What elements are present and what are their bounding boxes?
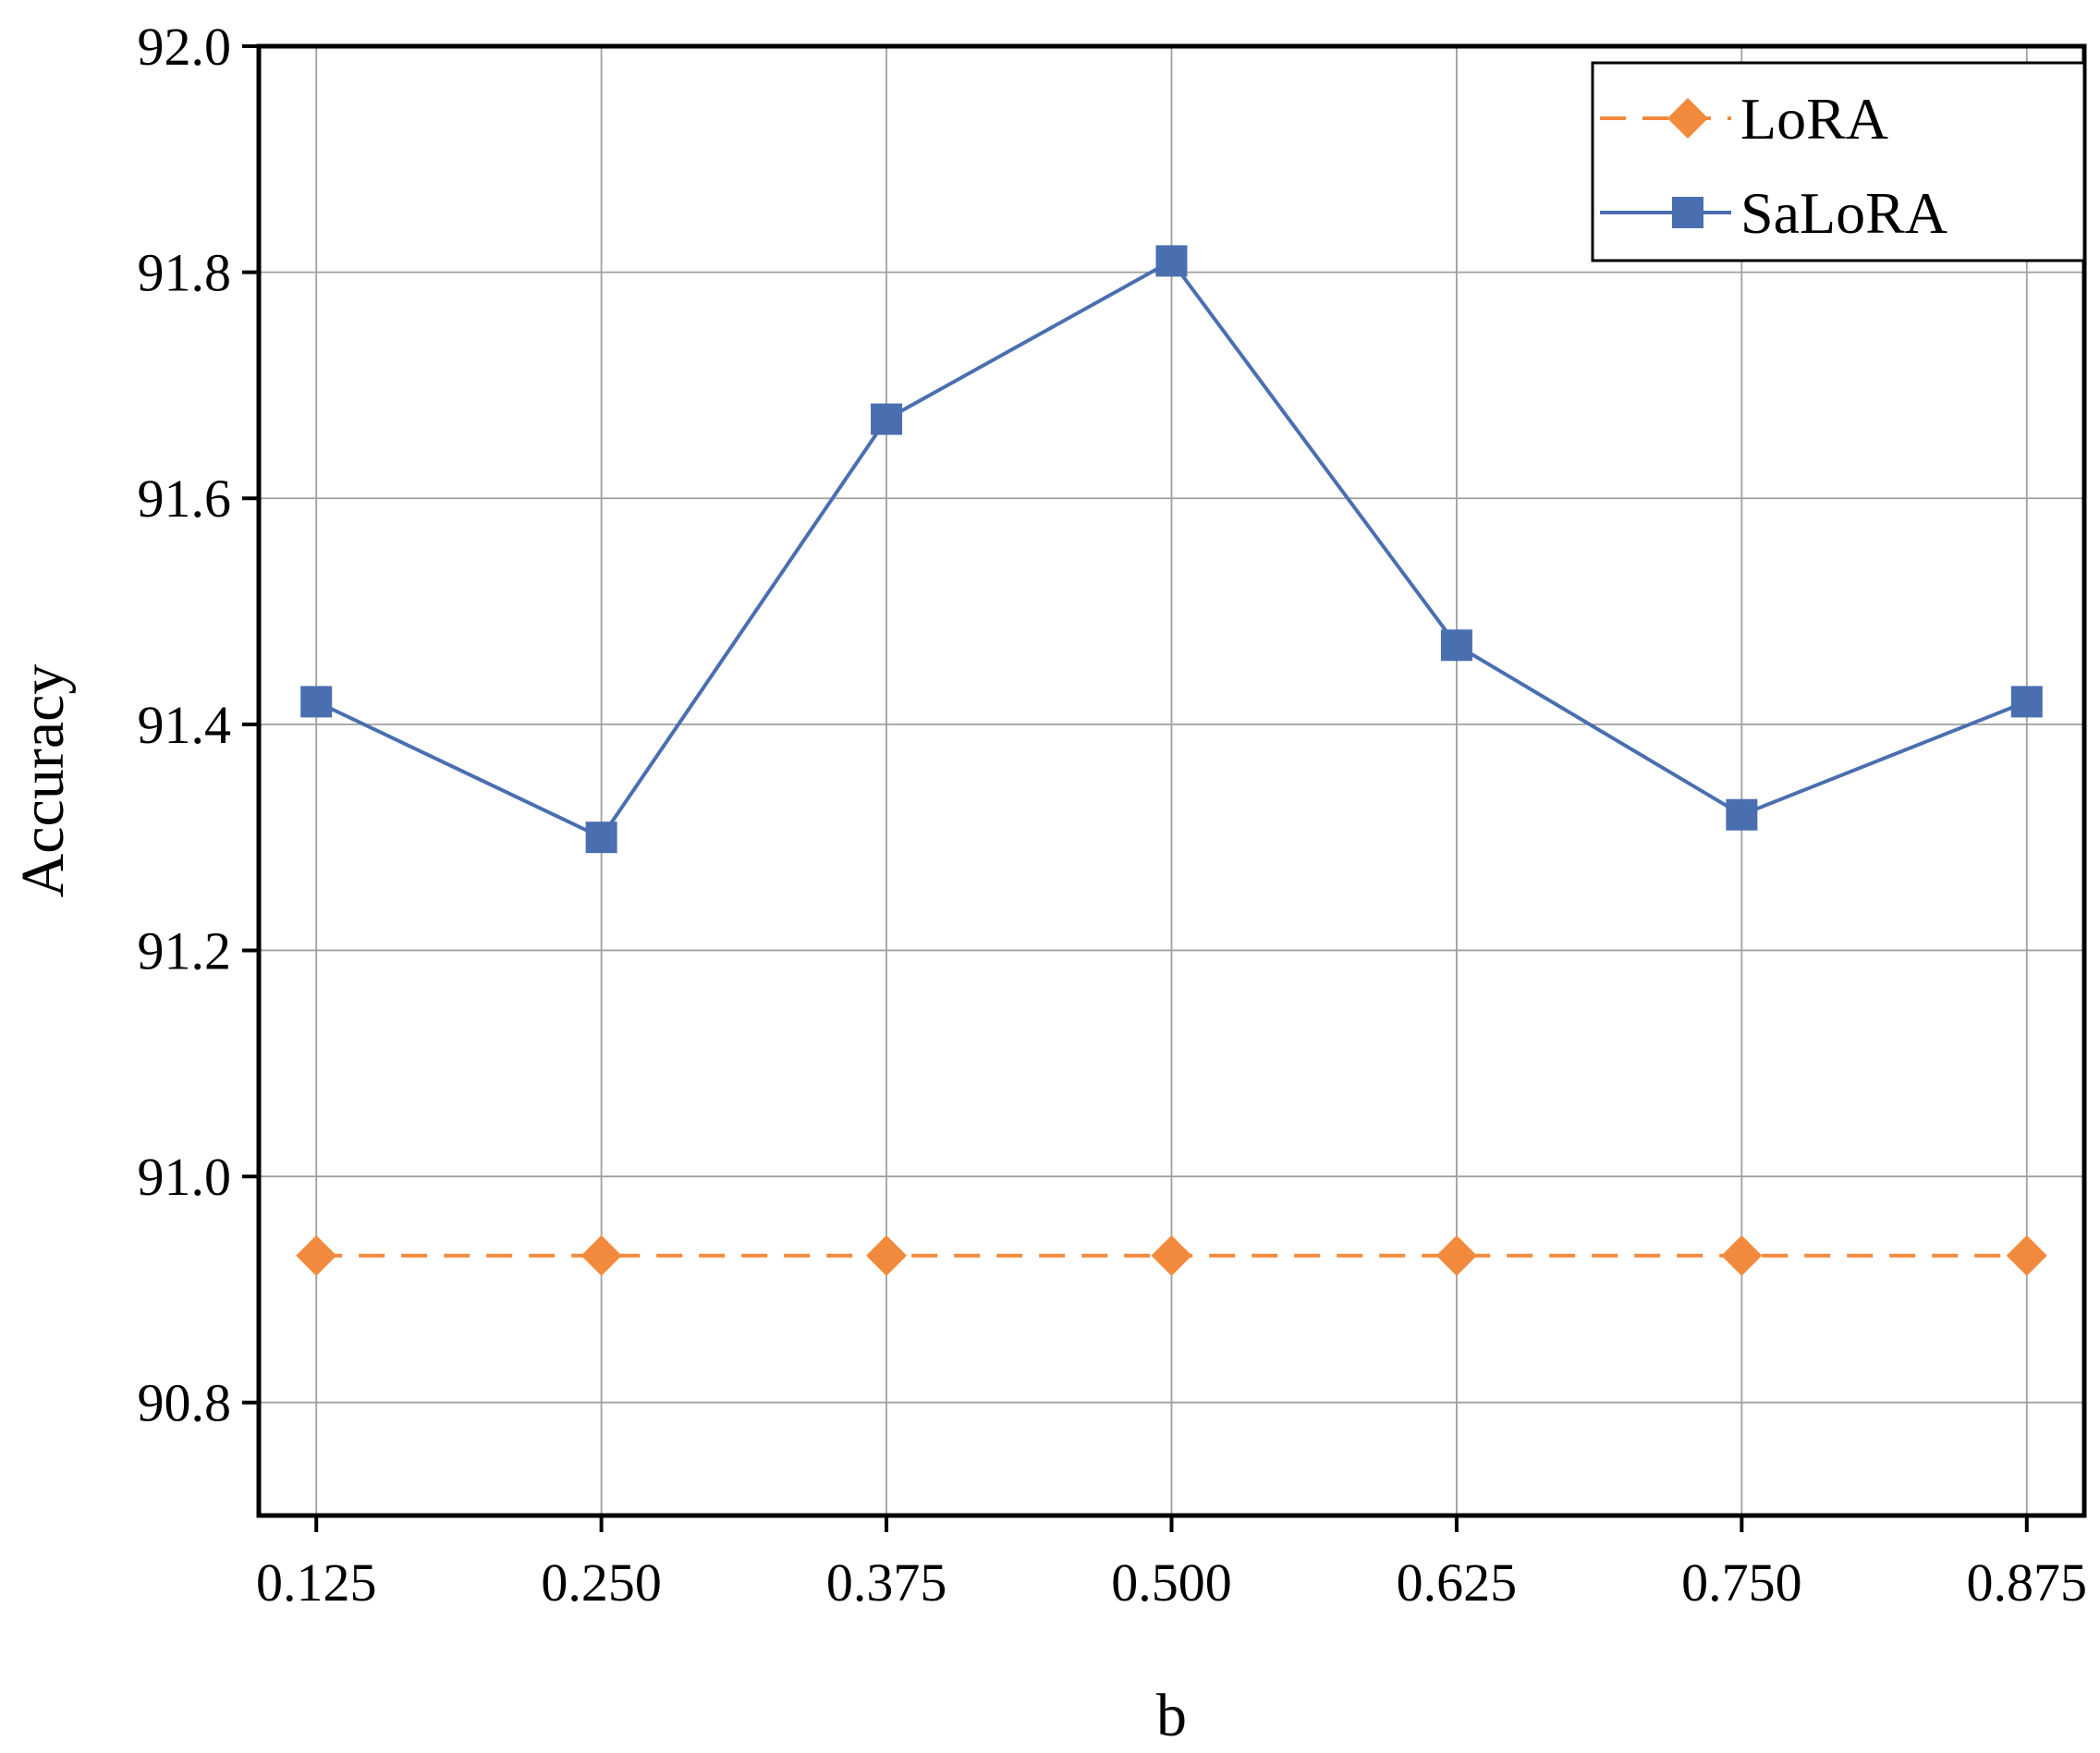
series-lora-point bbox=[1721, 1235, 1763, 1276]
legend-entry-lora: LoRA bbox=[1600, 86, 1888, 152]
x-tick-label: 0.250 bbox=[541, 1552, 662, 1613]
x-tick-label: 0.750 bbox=[1681, 1552, 1802, 1613]
x-tick-label: 0.500 bbox=[1111, 1552, 1232, 1613]
series-lora bbox=[296, 1235, 2047, 1276]
y-tick-label: 91.6 bbox=[138, 469, 232, 529]
y-tick-label: 91.2 bbox=[138, 920, 232, 980]
series-salora-point bbox=[300, 686, 333, 718]
series-lora-point bbox=[1151, 1235, 1192, 1276]
series-lora-point bbox=[866, 1235, 908, 1276]
legend-marker bbox=[1667, 98, 1708, 139]
series-salora-point bbox=[871, 403, 903, 435]
x-axis-ticks: 0.125 0.250 0.375 0.500 0.625 0.750 0.875 bbox=[256, 1516, 2087, 1613]
legend-label: LoRA bbox=[1740, 86, 1888, 152]
series-salora-point bbox=[1155, 245, 1188, 277]
plot-frame bbox=[256, 43, 2087, 1518]
series-salora-point bbox=[1440, 629, 1472, 662]
y-tick-label: 92.0 bbox=[138, 17, 232, 77]
series-lora-point bbox=[2006, 1235, 2047, 1276]
x-tick-label: 0.375 bbox=[826, 1552, 947, 1613]
y-tick-label: 91.0 bbox=[138, 1147, 232, 1207]
x-axis-title: b bbox=[1156, 1682, 1187, 1749]
y-axis-title: Accuracy bbox=[9, 664, 77, 898]
y-tick-label: 90.8 bbox=[138, 1373, 232, 1433]
x-tick-label: 0.875 bbox=[1967, 1552, 2088, 1613]
y-tick-label: 91.4 bbox=[138, 695, 232, 755]
legend-entry-salora: SaLoRA bbox=[1600, 180, 1947, 246]
series-lora-point bbox=[1435, 1235, 1477, 1276]
series-lora-point bbox=[296, 1235, 337, 1276]
legend: LoRA SaLoRA bbox=[1591, 61, 2086, 262]
legend-marker bbox=[1672, 197, 1703, 228]
series-salora-point bbox=[2010, 686, 2043, 718]
legend-label: SaLoRA bbox=[1740, 180, 1947, 246]
x-tick-label: 0.625 bbox=[1397, 1552, 1518, 1613]
series-salora bbox=[300, 245, 2043, 854]
series-salora-point bbox=[1726, 798, 1758, 831]
series-salora-point bbox=[585, 822, 617, 854]
series-lora-point bbox=[580, 1235, 622, 1276]
series-lines bbox=[296, 245, 2047, 1276]
y-axis-ticks: 90.8 91.0 91.2 91.4 91.6 91.8 92.0 bbox=[138, 17, 259, 1433]
x-tick-label: 0.125 bbox=[256, 1552, 377, 1613]
y-tick-label: 91.8 bbox=[138, 243, 232, 303]
